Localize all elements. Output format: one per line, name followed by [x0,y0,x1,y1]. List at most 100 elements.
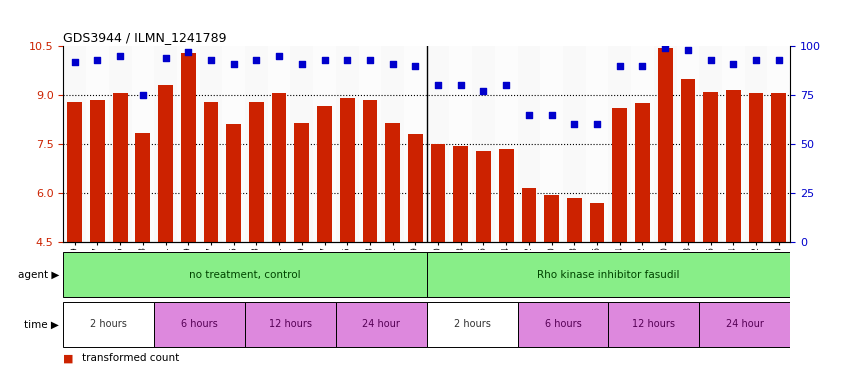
Bar [245,302,336,347]
Bar [176,46,199,242]
Bar [381,46,403,242]
Bar [676,46,699,242]
Point [544,112,558,118]
Bar [408,134,422,242]
Point [522,112,535,118]
Bar [544,195,559,242]
Bar [294,123,309,242]
Point [680,47,694,53]
Bar [699,46,721,242]
Bar [426,302,517,347]
Bar [589,203,603,242]
Point [363,57,376,63]
Bar [154,46,176,242]
Text: Rho kinase inhibitor fasudil: Rho kinase inhibitor fasudil [537,270,679,280]
Bar [562,46,585,242]
Bar [521,188,536,242]
Bar [199,46,222,242]
Text: ■: ■ [63,353,73,363]
Point [476,88,490,94]
Bar [385,123,399,242]
Text: 24 hour: 24 hour [362,319,400,329]
Bar [608,302,699,347]
Bar [721,46,744,242]
Bar [158,85,173,242]
Point [726,61,739,67]
Bar [608,46,630,242]
Bar [336,46,358,242]
Bar [245,46,268,242]
Point [749,57,762,63]
Bar [132,46,154,242]
Point [386,61,399,67]
Bar [63,252,426,297]
Bar [268,46,290,242]
Bar [426,46,449,242]
Bar [635,103,649,242]
Text: 12 hours: 12 hours [268,319,311,329]
Bar [702,92,717,242]
Text: 6 hours: 6 hours [181,319,218,329]
Bar [498,149,513,242]
Bar [495,46,517,242]
Point [635,63,648,69]
Point [567,121,581,127]
Bar [203,102,218,242]
Bar [272,93,286,242]
Bar [63,46,86,242]
Point [249,57,262,63]
Bar [430,144,445,242]
Bar [453,146,468,242]
Bar [154,302,245,347]
Text: 24 hour: 24 hour [725,319,763,329]
Text: 2 hours: 2 hours [90,319,127,329]
Point [771,57,785,63]
Point [612,63,625,69]
Point [430,82,444,88]
Bar [517,46,539,242]
Point [136,92,149,98]
Bar [86,46,109,242]
Point [204,57,218,63]
Bar [517,302,608,347]
Bar [222,46,245,242]
Bar [226,124,241,242]
Bar [112,93,127,242]
Bar [63,302,154,347]
Point [340,57,354,63]
Text: 6 hours: 6 hours [544,319,581,329]
Bar [181,53,196,242]
Bar [403,46,426,242]
Point [90,57,104,63]
Text: agent ▶: agent ▶ [18,270,59,280]
Bar [566,198,581,242]
Text: transformed count: transformed count [82,353,179,363]
Point [408,63,422,69]
Bar [135,132,150,242]
Point [590,121,603,127]
Bar [358,46,381,242]
Point [113,53,127,59]
Point [159,55,172,61]
Bar [290,46,313,242]
Point [272,53,285,59]
Point [703,57,717,63]
Text: time ▶: time ▶ [24,319,59,329]
Bar [449,46,472,242]
Text: GDS3944 / ILMN_1241789: GDS3944 / ILMN_1241789 [63,31,226,44]
Bar [744,46,766,242]
Bar [313,46,336,242]
Bar [475,151,490,242]
Bar [657,48,672,242]
Text: 2 hours: 2 hours [453,319,490,329]
Text: no treatment, control: no treatment, control [189,270,300,280]
Bar [539,46,562,242]
Point [317,57,331,63]
Bar [771,93,785,242]
Bar [748,93,762,242]
Point [295,61,308,67]
Bar [472,46,495,242]
Bar [336,302,426,347]
Bar [109,46,132,242]
Bar [249,102,263,242]
